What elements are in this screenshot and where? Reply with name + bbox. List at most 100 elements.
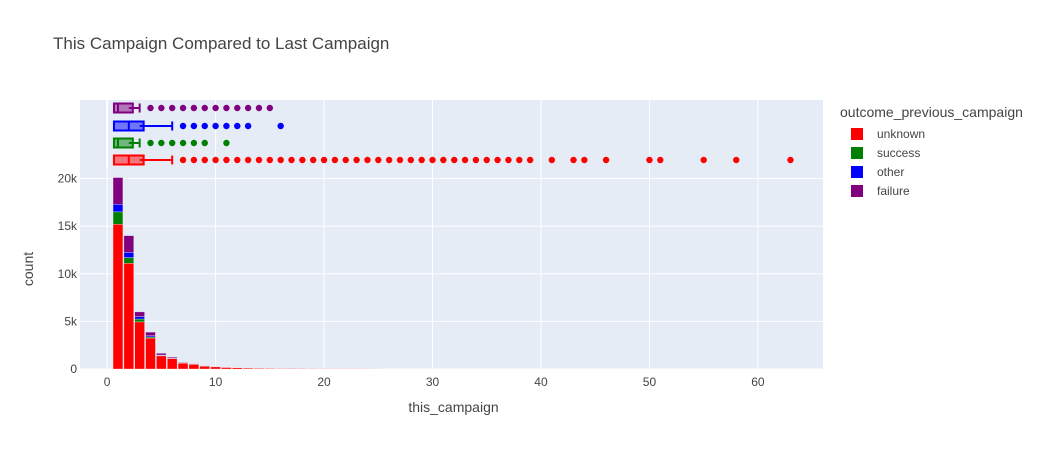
legend: outcome_previous_campaign unknown succes… — [840, 104, 1023, 200]
legend-label-success: success — [877, 145, 921, 160]
box-outlier-failure — [147, 104, 154, 112]
box-outlier-failure — [179, 104, 187, 112]
box-outlier-unknown — [396, 156, 404, 164]
box-outlier-unknown — [429, 156, 436, 164]
bar-unknown — [177, 362, 189, 370]
legend-label-unknown: unknown — [877, 126, 926, 141]
x-tick-label: 20 — [317, 375, 331, 389]
y-tick-label: 15k — [58, 219, 78, 233]
box-outlier-unknown — [375, 156, 382, 164]
x-tick-label: 10 — [209, 375, 223, 389]
box-outlier-unknown — [548, 156, 556, 164]
legend-item-failure[interactable]: failure — [840, 181, 1023, 200]
box-outlier-unknown — [418, 156, 425, 164]
box-outlier-unknown — [190, 156, 198, 164]
bar-success — [123, 257, 134, 264]
box-outlier-unknown — [320, 156, 328, 164]
legend-label-failure: failure — [877, 183, 910, 198]
box-outlier-unknown — [407, 156, 415, 164]
x-tick-label: 60 — [751, 375, 765, 389]
bar-success — [112, 211, 124, 225]
box-outlier-unknown — [526, 156, 534, 164]
box-outlier-failure — [201, 104, 208, 112]
box-outlier-unknown — [234, 156, 241, 164]
legend-swatch-other — [851, 165, 863, 178]
box-outlier-unknown — [787, 156, 794, 164]
bar-failure — [123, 235, 134, 253]
box-outlier-success — [168, 139, 176, 147]
x-tick-label: 30 — [426, 375, 440, 389]
bar-failure — [145, 331, 156, 337]
legend-title: outcome_previous_campaign — [840, 104, 1023, 120]
box-outlier-unknown — [440, 156, 447, 164]
box-outlier-unknown — [733, 156, 740, 164]
legend-label-other: other — [877, 164, 905, 179]
bar-failure — [177, 362, 189, 364]
box-success — [112, 137, 134, 149]
box-outlier-success — [223, 139, 230, 147]
box-outlier-other — [212, 122, 219, 130]
plot-background — [80, 169, 823, 369]
chart-title: This Campaign Compared to Last Campaign — [53, 34, 390, 53]
box-outlier-other — [234, 122, 241, 130]
box-outlier-unknown — [244, 156, 252, 164]
box-outlier-failure — [234, 104, 241, 112]
box-outlier-unknown — [364, 156, 371, 164]
box-outlier-unknown — [700, 156, 707, 164]
box-outlier-unknown — [277, 156, 284, 164]
bar-unknown — [156, 355, 167, 370]
legend-item-other[interactable]: other — [840, 162, 1023, 181]
box-outlier-failure — [212, 104, 219, 112]
legend-item-unknown[interactable]: unknown — [840, 124, 1023, 143]
legend-item-success[interactable]: success — [840, 143, 1023, 162]
y-tick-label: 10k — [58, 267, 78, 281]
box-outlier-unknown — [494, 156, 501, 164]
x-tick-label: 40 — [534, 375, 548, 389]
box-outlier-unknown — [331, 156, 339, 164]
box-outlier-other — [190, 122, 198, 130]
bar-failure — [112, 177, 124, 205]
bar-other — [123, 252, 134, 258]
bar-unknown — [123, 263, 134, 370]
bar-unknown — [188, 364, 200, 370]
box-outlier-other — [244, 122, 252, 130]
legend-swatch-unknown — [851, 127, 863, 140]
box-outlier-failure — [244, 104, 252, 112]
box-outlier-unknown — [472, 156, 480, 164]
box-outlier-unknown — [483, 156, 490, 164]
box-outlier-unknown — [385, 156, 393, 164]
box-outlier-failure — [223, 104, 230, 112]
box-outlier-unknown — [461, 156, 469, 164]
bar-unknown — [167, 358, 178, 370]
box-outlier-failure — [168, 104, 176, 112]
box-outlier-unknown — [342, 156, 349, 164]
bar-failure — [156, 353, 167, 356]
box-outlier-unknown — [310, 156, 317, 164]
box-outlier-unknown — [288, 156, 295, 164]
box-outlier-failure — [266, 104, 274, 112]
box-outlier-unknown — [255, 156, 263, 164]
box-outlier-unknown — [505, 156, 512, 164]
bar-unknown — [145, 337, 156, 370]
box-outlier-unknown — [223, 156, 230, 164]
box-outlier-unknown — [657, 156, 664, 164]
x-axis-label: this_campaign — [408, 399, 498, 415]
y-axis-label: count — [20, 252, 36, 286]
y-tick-label: 5k — [64, 314, 78, 328]
x-tick-label: 0 — [104, 375, 111, 389]
box-outlier-other — [179, 122, 187, 130]
box-outlier-unknown — [516, 156, 523, 164]
bar-unknown — [112, 223, 124, 370]
box-outlier-success — [158, 139, 165, 147]
box-outlier-unknown — [212, 156, 219, 164]
box-outlier-unknown — [201, 156, 208, 164]
box-outlier-failure — [190, 104, 198, 112]
box-outlier-success — [201, 139, 208, 147]
bar-unknown — [134, 321, 145, 370]
bar-other — [112, 203, 124, 213]
box-outlier-success — [190, 139, 198, 147]
box-outlier-unknown — [570, 156, 577, 164]
box-outlier-other — [201, 122, 208, 130]
box-outlier-failure — [158, 104, 165, 112]
bar-unknown — [210, 366, 221, 370]
